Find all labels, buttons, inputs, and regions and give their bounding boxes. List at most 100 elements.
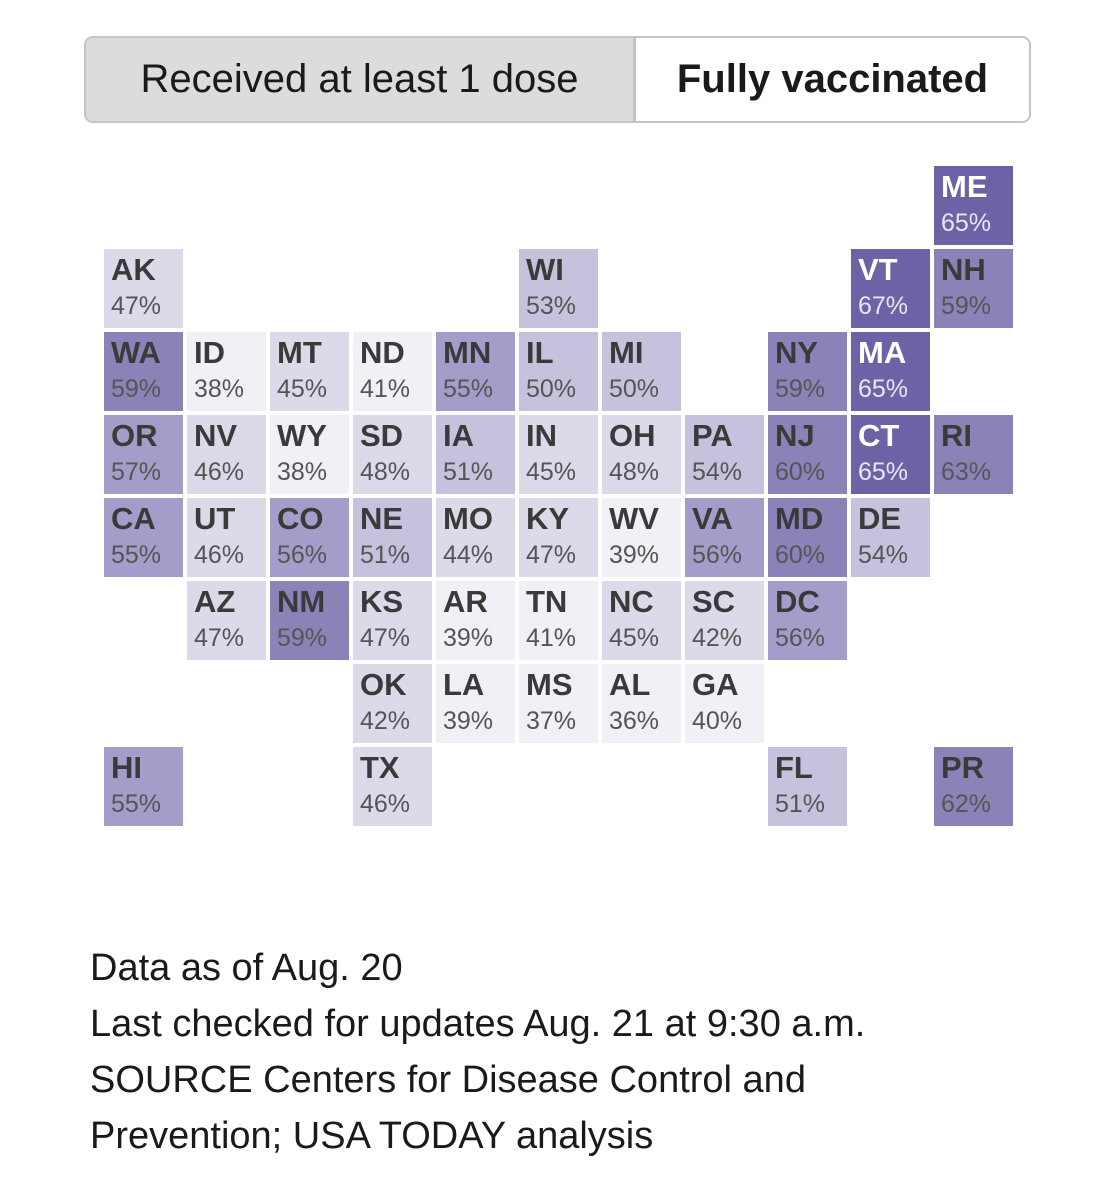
state-pct: 56%: [277, 541, 328, 569]
state-tile-va: VA 56%: [685, 498, 764, 577]
state-tile-co: CO 56%: [270, 498, 349, 577]
state-tile-nm: NM 59%: [270, 581, 349, 660]
state-pct: 46%: [194, 541, 245, 569]
state-pct: 63%: [941, 458, 992, 486]
state-abbr: VT: [858, 252, 898, 287]
state-tile-il: IL 50%: [519, 332, 598, 411]
state-tile-ma: MA 65%: [851, 332, 930, 411]
state-pct: 44%: [443, 541, 494, 569]
state-pct: 67%: [858, 292, 909, 320]
state-pct: 51%: [443, 458, 494, 486]
state-abbr: IN: [526, 418, 557, 453]
state-tile-al: AL 36%: [602, 664, 681, 743]
state-pct: 40%: [692, 707, 743, 735]
state-abbr: WA: [111, 335, 161, 370]
state-tile-ks: KS 47%: [353, 581, 432, 660]
state-pct: 41%: [526, 624, 577, 652]
state-abbr: OR: [111, 418, 158, 453]
state-tile-or: OR 57%: [104, 415, 183, 494]
state-abbr: ND: [360, 335, 405, 370]
state-abbr: NJ: [775, 418, 815, 453]
state-pct: 54%: [692, 458, 743, 486]
state-pct: 60%: [775, 458, 826, 486]
state-abbr: TX: [360, 750, 400, 785]
state-abbr: PR: [941, 750, 985, 785]
data-date-note: Data as of Aug. 20: [90, 947, 403, 989]
state-abbr: NV: [194, 418, 238, 453]
state-tile-dc: DC 56%: [768, 581, 847, 660]
state-abbr: MO: [443, 501, 493, 536]
state-abbr: NC: [609, 584, 654, 619]
state-abbr: WV: [609, 501, 659, 536]
state-tile-hi: HI 55%: [104, 747, 183, 826]
state-pct: 38%: [277, 458, 328, 486]
dose-toggle: Received at least 1 dose Fully vaccinate…: [84, 36, 1031, 123]
state-abbr: MA: [858, 335, 907, 370]
state-tile-ut: UT 46%: [187, 498, 266, 577]
state-tile-ak: AK 47%: [104, 249, 183, 328]
notes: Data as of Aug. 20 Last checked for upda…: [90, 940, 865, 1164]
state-tile-wv: WV 39%: [602, 498, 681, 577]
state-tile-nv: NV 46%: [187, 415, 266, 494]
state-tile-map: ME 65% AK 47% WI 53% VT 67% NH 59% WA 59% ID 38% MT 45%…: [104, 166, 1013, 826]
state-abbr: NY: [775, 335, 819, 370]
state-pct: 62%: [941, 790, 992, 818]
state-pct: 59%: [775, 375, 826, 403]
state-abbr: TN: [526, 584, 568, 619]
state-pct: 46%: [194, 458, 245, 486]
state-tile-ia: IA 51%: [436, 415, 515, 494]
state-abbr: SD: [360, 418, 404, 453]
state-pct: 42%: [360, 707, 411, 735]
state-pct: 39%: [443, 707, 494, 735]
state-abbr: WY: [277, 418, 327, 453]
state-pct: 45%: [609, 624, 660, 652]
state-abbr: LA: [443, 667, 485, 702]
state-pct: 48%: [360, 458, 411, 486]
state-pct: 41%: [360, 375, 411, 403]
state-pct: 36%: [609, 707, 660, 735]
state-abbr: IL: [526, 335, 554, 370]
state-tile-ok: OK 42%: [353, 664, 432, 743]
state-tile-mn: MN 55%: [436, 332, 515, 411]
state-abbr: MI: [609, 335, 644, 370]
state-tile-nh: NH 59%: [934, 249, 1013, 328]
state-tile-de: DE 54%: [851, 498, 930, 577]
state-tile-id: ID 38%: [187, 332, 266, 411]
state-tile-nd: ND 41%: [353, 332, 432, 411]
state-tile-mt: MT 45%: [270, 332, 349, 411]
state-pct: 57%: [111, 458, 162, 486]
state-tile-ne: NE 51%: [353, 498, 432, 577]
state-pct: 55%: [111, 541, 162, 569]
state-tile-az: AZ 47%: [187, 581, 266, 660]
state-abbr: DC: [775, 584, 820, 619]
state-pct: 50%: [526, 375, 577, 403]
state-tile-in: IN 45%: [519, 415, 598, 494]
state-pct: 48%: [609, 458, 660, 486]
state-pct: 46%: [360, 790, 411, 818]
state-tile-vt: VT 67%: [851, 249, 930, 328]
state-abbr: ID: [194, 335, 225, 370]
state-abbr: PA: [692, 418, 733, 453]
state-tile-sd: SD 48%: [353, 415, 432, 494]
state-pct: 47%: [111, 292, 162, 320]
state-abbr: SC: [692, 584, 736, 619]
state-abbr: AR: [443, 584, 488, 619]
state-tile-oh: OH 48%: [602, 415, 681, 494]
state-pct: 56%: [692, 541, 743, 569]
toggle-at-least-one-dose[interactable]: Received at least 1 dose: [86, 38, 636, 121]
state-tile-md: MD 60%: [768, 498, 847, 577]
state-pct: 51%: [775, 790, 826, 818]
state-pct: 45%: [277, 375, 328, 403]
source-note-line-1: SOURCE Centers for Disease Control and: [90, 1059, 806, 1101]
state-pct: 65%: [941, 209, 992, 237]
state-pct: 54%: [858, 541, 909, 569]
state-tile-pr: PR 62%: [934, 747, 1013, 826]
state-abbr: AL: [609, 667, 651, 702]
state-pct: 65%: [858, 458, 909, 486]
state-abbr: WI: [526, 252, 564, 287]
toggle-fully-vaccinated[interactable]: Fully vaccinated: [636, 38, 1029, 121]
state-pct: 37%: [526, 707, 577, 735]
state-abbr: AZ: [194, 584, 236, 619]
state-abbr: IA: [443, 418, 474, 453]
state-abbr: MD: [775, 501, 824, 536]
